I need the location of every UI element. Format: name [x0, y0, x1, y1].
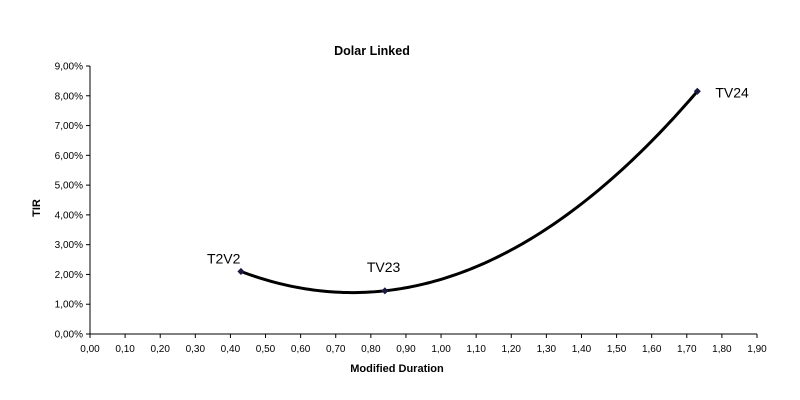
x-tick-label: 0,50 [256, 344, 276, 355]
y-tick-label: 2,00% [55, 270, 83, 281]
x-tick-label: 1,60 [642, 344, 662, 355]
x-tick-label: 1,70 [677, 344, 697, 355]
x-tick-label: 0,90 [396, 344, 416, 355]
x-tick-label: 0,70 [326, 344, 346, 355]
y-tick-label: 5,00% [55, 181, 83, 192]
data-point [237, 267, 245, 276]
y-tick-label: 4,00% [55, 210, 83, 221]
x-tick-label: 0,40 [221, 344, 241, 355]
data-label: TV23 [367, 259, 401, 275]
trendline-curve [239, 89, 699, 295]
trendline [239, 89, 699, 295]
data-point [381, 287, 389, 295]
x-tick-label: 1,20 [502, 344, 522, 355]
data-point [693, 87, 701, 95]
x-tick-label: 0,00 [80, 344, 100, 355]
x-tick-label: 0,30 [186, 344, 206, 355]
axes: 0,00% 1,00% 2,00% 3,00% 4,00% 5,00% 6,00% 7,00%… [55, 62, 768, 356]
y-tick-label: 0,00% [55, 330, 83, 341]
x-tick-label: 1,10 [466, 344, 486, 355]
y-tick-label: 3,00% [55, 240, 83, 251]
x-tick-label: 1,90 [747, 344, 767, 355]
x-tick-label: 1,50 [607, 344, 627, 355]
y-tick-label: 1,00% [55, 300, 83, 311]
chart-title: Dolar Linked [334, 44, 410, 58]
y-tick-label: 7,00% [55, 121, 83, 132]
x-tick-label: 1,80 [712, 344, 732, 355]
x-tick-label: 0,10 [115, 344, 135, 355]
x-tick-label: 0,60 [291, 344, 311, 355]
x-tick-label: 0,20 [150, 344, 170, 355]
y-axis-title: TIR [31, 199, 43, 217]
data-label: T2V2 [207, 250, 241, 266]
x-tick-label: 1,00 [431, 344, 451, 355]
y-tick-label: 9,00% [55, 62, 83, 73]
y-tick-label: 8,00% [55, 91, 83, 102]
x-tick-label: 0,80 [361, 344, 381, 355]
y-tick-label: 6,00% [55, 151, 83, 162]
data-label: TV24 [715, 84, 749, 100]
x-tick-label: 1,30 [537, 344, 557, 355]
x-axis-title: Modified Duration [350, 363, 444, 375]
data-points: T2V2 TV23 TV24 [207, 84, 749, 295]
x-tick-label: 1,40 [572, 344, 592, 355]
